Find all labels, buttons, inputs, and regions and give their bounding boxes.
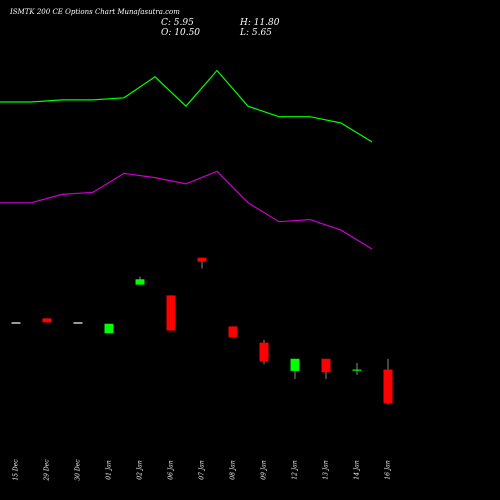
candle-body	[352, 369, 362, 371]
x-axis-labels: 15 Dec 29 Dec 30 Dec 01 Jan 02 Jan 06 Jan 07 J…	[13, 459, 392, 482]
x-tick-label: 29 Dec	[44, 459, 51, 482]
candle-body	[135, 279, 145, 285]
x-tick-label: 02 Jan	[137, 460, 144, 480]
candle	[321, 358, 331, 379]
candle-body	[197, 257, 207, 262]
high-value: H: 11.80	[240, 18, 280, 28]
candle	[352, 362, 362, 375]
candle	[135, 276, 145, 285]
candle	[290, 358, 300, 379]
upper-indicator-line	[0, 69, 373, 143]
candle-body	[166, 295, 176, 331]
candlesticks	[11, 257, 393, 405]
candle	[104, 323, 114, 334]
candle-body	[73, 322, 83, 324]
candle	[73, 322, 83, 324]
candle	[383, 358, 393, 405]
low-value: L: 5.65	[240, 28, 272, 38]
x-tick-label: 06 Jan	[168, 460, 175, 480]
x-tick-label: 13 Jan	[323, 460, 330, 480]
x-tick-label: 01 Jan	[106, 460, 113, 480]
x-tick-label: 07 Jan	[199, 460, 206, 480]
close-value: C: 5.95	[161, 18, 194, 28]
candle-body	[104, 323, 114, 334]
candle	[228, 326, 238, 338]
open-value: O: 10.50	[161, 28, 201, 38]
candle	[42, 318, 52, 323]
candle-body	[228, 326, 238, 338]
chart-title: ISMTK 200 CE Options Chart Munafasutra.c…	[10, 8, 180, 16]
candle-body	[11, 322, 21, 324]
candle	[259, 339, 269, 365]
candle	[166, 295, 176, 331]
x-tick-label: 08 Jan	[230, 460, 237, 480]
x-tick-label: 15 Dec	[13, 459, 20, 481]
x-tick-label: 14 Jan	[354, 460, 361, 480]
candle	[11, 322, 21, 324]
x-tick-label: 12 Jan	[292, 460, 299, 480]
candle-body	[321, 358, 331, 373]
x-tick-label: 16 Jan	[385, 460, 392, 480]
lower-indicator-line	[0, 170, 373, 250]
x-tick-label: 09 Jan	[261, 460, 268, 480]
x-tick-label: 30 Dec	[75, 459, 82, 481]
candle	[197, 257, 207, 269]
indicator-lines	[0, 69, 373, 250]
candle-body	[383, 369, 393, 404]
candle-body	[290, 358, 300, 371]
candle-body	[259, 342, 269, 362]
candle-body	[42, 318, 52, 323]
